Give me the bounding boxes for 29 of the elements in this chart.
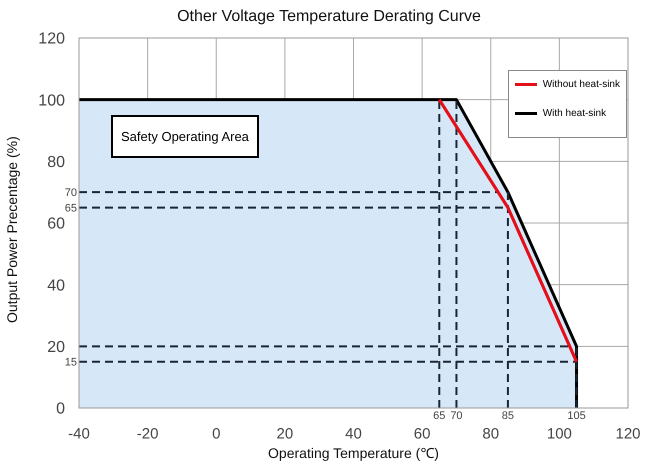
ref-line-label: 65 <box>64 202 77 214</box>
x-tick-label: 20 <box>276 426 294 443</box>
y-tick-label: 80 <box>47 154 66 172</box>
x-tick-label: 0 <box>212 426 220 443</box>
x-tick-label: -40 <box>68 426 90 443</box>
ref-line-label: 15 <box>64 356 77 369</box>
legend-label: With heat-sink <box>542 108 606 119</box>
x-tick-label: 40 <box>345 426 362 443</box>
annotation: Safety Operating Area <box>111 115 259 158</box>
ref-line-label: 70 <box>64 187 77 200</box>
y-tick-label: 120 <box>38 30 66 48</box>
x-tick-label: 60 <box>414 426 430 443</box>
ref-line-label: 65 <box>433 410 446 422</box>
x-tick-label: -20 <box>136 426 158 443</box>
x-tick-label: 100 <box>546 426 572 443</box>
ref-line-label: 105 <box>567 410 586 422</box>
legend-label: Without heat-sink <box>542 79 620 90</box>
ref-line-label: 85 <box>502 410 514 422</box>
y-tick-label: 0 <box>56 400 66 418</box>
y-tick-label: 40 <box>47 277 66 294</box>
y-axis-title: Output Power Precentage (%) <box>4 136 20 323</box>
x-tick-label: 80 <box>482 426 500 443</box>
y-tick-label: 20 <box>47 339 66 356</box>
ref-line-label: 70 <box>450 410 463 422</box>
chart-title: Other Voltage Temperature Derating Curve <box>176 8 482 26</box>
x-axis-title: Operating Temperature (℃) <box>268 445 439 461</box>
y-tick-label: 100 <box>38 92 66 110</box>
y-tick-label: 60 <box>47 216 66 233</box>
x-tick-label: 120 <box>615 426 641 443</box>
